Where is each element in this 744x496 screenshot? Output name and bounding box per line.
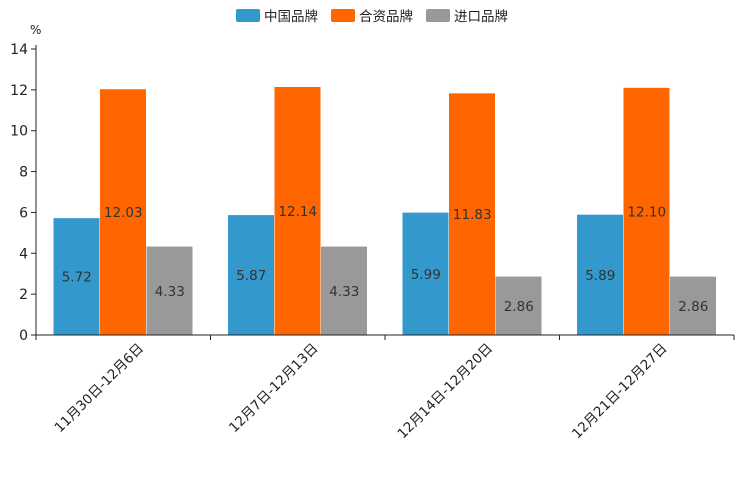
bar-joint-venture — [623, 87, 670, 335]
bar-joint-venture — [274, 86, 321, 335]
bar-value-label: 5.87 — [236, 268, 266, 284]
bar-joint-venture — [449, 93, 495, 335]
y-axis: 0 2 4 6 8 10 12 14 — [10, 42, 37, 344]
x-axis: 11月30日-12月6日 12月7日-12月13日 12月14日-12月20日 12月… — [35, 334, 735, 443]
bar-value-label: 5.99 — [411, 267, 441, 283]
bar-value-label: 5.89 — [585, 268, 615, 284]
bar-imported — [670, 276, 716, 335]
bar-value-label: 2.86 — [504, 299, 534, 315]
bar-value-label: 4.33 — [155, 284, 185, 300]
x-category-label: 12月7日-12月13日 — [226, 341, 321, 436]
y-tick-label: 14 — [10, 42, 28, 58]
y-tick-label: 8 — [19, 165, 28, 181]
x-category-label: 11月30日-12月6日 — [52, 341, 147, 436]
y-tick-label: 12 — [10, 83, 28, 99]
legend-swatch — [236, 9, 260, 22]
y-tick-label: 10 — [10, 124, 28, 140]
x-category-label: 12月21日-12月27日 — [569, 341, 671, 443]
bar-imported — [321, 246, 367, 335]
bar-imported — [495, 276, 542, 335]
bar-value-label: 5.72 — [62, 270, 92, 286]
y-tick-label: 6 — [19, 205, 28, 221]
bar-domestic — [577, 214, 623, 335]
bar-imported — [146, 246, 193, 335]
legend-swatch — [331, 9, 355, 22]
x-category-label: 12月14日-12月20日 — [394, 341, 496, 443]
bars: 5.72 12.03 4.33 5.87 12.14 4.33 5.99 11.83 2.86 5… — [53, 86, 716, 335]
bar-value-label: 12.10 — [627, 204, 666, 220]
bar-value-label: 2.86 — [678, 299, 708, 315]
bar-domestic — [228, 215, 274, 335]
bar-joint-venture — [100, 89, 146, 335]
bar-domestic — [402, 212, 449, 335]
bar-value-label: 11.83 — [453, 207, 492, 223]
legend-label: 进口品牌 — [454, 8, 508, 25]
bar-value-label: 4.33 — [329, 284, 359, 300]
bar-domestic — [53, 218, 100, 335]
bar-value-label: 12.03 — [104, 205, 143, 221]
y-tick-label: 0 — [19, 328, 28, 344]
legend-label: 合资品牌 — [359, 8, 413, 25]
y-tick-label: 4 — [19, 246, 28, 262]
y-axis-unit-label: % — [30, 23, 41, 37]
legend-swatch — [426, 9, 450, 22]
y-tick-label: 2 — [19, 287, 28, 303]
legend: 中国品牌 合资品牌 进口品牌 — [236, 8, 508, 25]
bar-value-label: 12.14 — [278, 204, 317, 220]
legend-label: 中国品牌 — [264, 8, 318, 25]
